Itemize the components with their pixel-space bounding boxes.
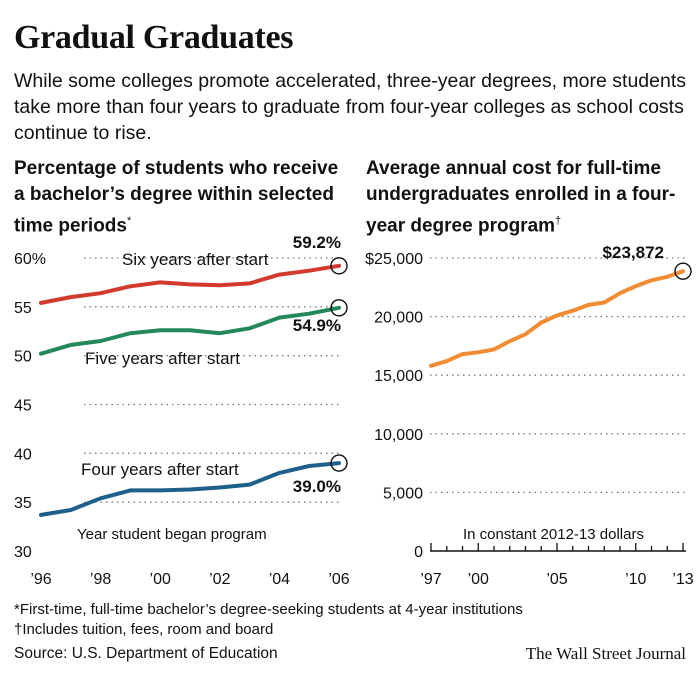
- x-tick-label: ’96: [30, 571, 51, 588]
- y-tick-label: 50: [14, 349, 32, 366]
- x-axis-title: Year student began program: [77, 526, 267, 543]
- series-line-five: [39, 305, 341, 356]
- x-tick-label: ’13: [672, 571, 693, 588]
- footnote-asterisk: *First-time, full-time bachelor’s degree…: [14, 601, 523, 618]
- x-tick-label: ’00: [468, 571, 489, 588]
- end-value-label: $23,872: [603, 243, 664, 262]
- series-label: Five years after start: [85, 349, 240, 368]
- x-tick-label: ’04: [269, 571, 290, 588]
- page-title: Gradual Graduates: [14, 19, 294, 56]
- asterisk-marker: *: [126, 215, 132, 227]
- y-tick-label: 40: [14, 446, 32, 463]
- y-tick-label: 20,000: [374, 310, 423, 327]
- end-point-marker: [330, 454, 348, 472]
- left-chart-title: Percentage of students who receive a bac…: [14, 158, 339, 237]
- x-tick-label: ’02: [209, 571, 230, 588]
- y-tick-label: 5,000: [383, 485, 423, 502]
- y-tick-label: 45: [14, 398, 32, 415]
- y-tick-label: $25,000: [365, 251, 423, 268]
- publisher-credit: The Wall Street Journal: [525, 644, 686, 663]
- y-tick-label: 35: [14, 495, 32, 512]
- end-value-label: 39.0%: [293, 477, 341, 496]
- end-point-marker: [330, 299, 348, 317]
- series-line-six: [39, 263, 341, 305]
- end-value-label: 59.2%: [293, 233, 341, 252]
- charts-canvas: 30 35 40 45 50 55 60% Year student began progra…: [14, 233, 694, 588]
- right-chart-title: Average annual cost for full-time underg…: [366, 158, 676, 237]
- x-tick-label: ’05: [546, 571, 567, 588]
- y-tick-label: 10,000: [374, 427, 423, 444]
- x-tick-label: ’98: [90, 571, 111, 588]
- end-point-marker: [674, 262, 692, 280]
- y-tick-label: 15,000: [374, 368, 423, 385]
- series-label: Four years after start: [81, 460, 239, 479]
- x-tick-label: ’10: [625, 571, 646, 588]
- x-tick-label: ’00: [150, 571, 171, 588]
- y-tick-label: 55: [14, 300, 32, 317]
- series-line-four: [39, 461, 341, 517]
- source-text: Source: U.S. Department of Education: [14, 645, 278, 662]
- series-line-cost: [429, 269, 685, 368]
- x-tick-label: ’97: [420, 571, 441, 588]
- dagger-marker: †: [555, 215, 562, 227]
- y-tick-label: 30: [14, 544, 32, 561]
- end-value-label: 54.9%: [293, 316, 341, 335]
- x-axis-title: In constant 2012-13 dollars: [463, 526, 644, 543]
- x-tick-label: ’06: [328, 571, 349, 588]
- footnote-dagger: †Includes tuition, fees, room and board: [14, 621, 274, 638]
- y-tick-label: 0: [414, 544, 423, 561]
- series-label: Six years after start: [122, 250, 269, 269]
- y-tick-label: 60%: [14, 251, 46, 268]
- end-point-marker: [330, 257, 348, 275]
- subtitle: While some colleges promote accelerated,…: [14, 70, 686, 144]
